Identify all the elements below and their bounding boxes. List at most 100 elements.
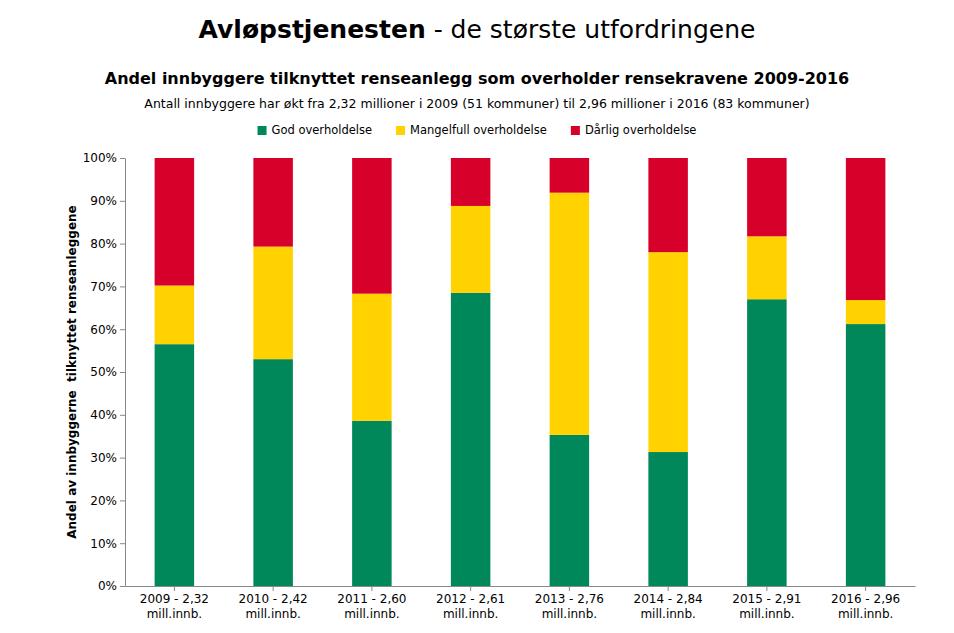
bar-segment — [352, 421, 392, 586]
y-tick-mark — [120, 329, 125, 330]
x-tick-mark — [273, 586, 274, 591]
x-tick-label: 2013 - 2,76mill.innb. — [535, 592, 604, 621]
x-tick-label-line: mill.innb. — [838, 607, 893, 621]
x-tick-label-line: 2016 - 2,96 — [831, 592, 900, 606]
y-axis-line — [125, 159, 126, 587]
y-tick: 0% — [98, 579, 125, 593]
legend-label: God overholdelse — [272, 123, 373, 137]
x-tick-label-line: 2010 - 2,42 — [239, 592, 308, 606]
legend-item: Dårlig overholdelse — [571, 123, 697, 137]
page-title-bold: Avløpstjenesten — [199, 15, 426, 44]
bar-segment — [253, 359, 293, 586]
page-title: Avløpstjenesten - de største utfordringe… — [199, 15, 756, 44]
x-tick-label-line: 2014 - 2,84 — [634, 592, 703, 606]
x-tick: 2016 - 2,96mill.innb. — [831, 586, 900, 621]
bar-segment — [451, 293, 491, 586]
x-tick-label: 2009 - 2,32mill.innb. — [140, 592, 209, 621]
x-tick-label-line: 2011 - 2,60 — [337, 592, 406, 606]
x-tick-label-line: mill.innb. — [344, 607, 399, 621]
y-tick-label: 30% — [90, 451, 117, 465]
bar-segment — [550, 193, 590, 435]
x-tick-mark — [668, 586, 669, 591]
x-tick: 2009 - 2,32mill.innb. — [140, 586, 209, 621]
y-tick-label: 20% — [90, 494, 117, 508]
x-tick: 2013 - 2,76mill.innb. — [535, 586, 604, 621]
y-tick: 30% — [90, 451, 125, 465]
x-tick-label: 2012 - 2,61mill.innb. — [436, 592, 505, 621]
x-tick-label-line: mill.innb. — [739, 607, 794, 621]
bar-segment — [155, 286, 195, 345]
x-tick-label: 2014 - 2,84mill.innb. — [634, 592, 703, 621]
x-tick-label-line: mill.innb. — [542, 607, 597, 621]
x-tick-label-line: 2009 - 2,32 — [140, 592, 209, 606]
x-tick-label-line: mill.innb. — [147, 607, 202, 621]
x-tick: 2015 - 2,91mill.innb. — [732, 586, 801, 621]
x-tick-label-line: 2013 - 2,76 — [535, 592, 604, 606]
x-tick-label-line: 2012 - 2,61 — [436, 592, 505, 606]
legend-item: Mangelfull overholdelse — [396, 123, 547, 137]
bar-segment — [253, 247, 293, 360]
y-tick-label: 80% — [90, 237, 117, 251]
x-tick-label-line: 2015 - 2,91 — [732, 592, 801, 606]
y-tick-label: 10% — [90, 537, 117, 551]
bar-segment — [550, 435, 590, 586]
x-tick-mark — [371, 586, 372, 591]
y-tick-label: 90% — [90, 194, 117, 208]
y-tick-label: 100% — [83, 151, 117, 165]
bar-segment — [747, 236, 787, 299]
bar-segment — [648, 158, 688, 252]
y-tick-mark — [120, 458, 125, 459]
y-tick: 100% — [83, 151, 125, 165]
bar-segment — [550, 158, 590, 193]
bar-segment — [846, 300, 886, 324]
subtitle: Antall innbyggere har økt fra 2,32 milli… — [144, 96, 809, 111]
legend-label: Dårlig overholdelse — [585, 123, 697, 137]
bar-segment — [451, 158, 491, 206]
bar-segment — [648, 252, 688, 452]
y-tick-label: 40% — [90, 408, 117, 422]
y-tick: 60% — [90, 323, 125, 337]
x-axis-line — [126, 586, 916, 587]
bar-segment — [846, 158, 886, 300]
y-axis: 0% 10% 20% 30% 40% 50% 60% 70% 80% 90% 100% — [83, 151, 126, 593]
x-tick-label: 2016 - 2,96mill.innb. — [831, 592, 900, 621]
bar-segment — [352, 158, 392, 294]
chart: Avløpstjenesten - de største utfordringe… — [0, 0, 954, 633]
y-tick: 80% — [90, 237, 125, 251]
bar-segment — [155, 344, 195, 586]
y-tick: 50% — [90, 365, 125, 379]
x-tick-mark — [470, 586, 471, 591]
bar-segment — [352, 294, 392, 421]
bar-segment — [451, 206, 491, 293]
x-tick-label-line: mill.innb. — [245, 607, 300, 621]
bar-segment — [747, 299, 787, 586]
legend-label: Mangelfull overholdelse — [410, 123, 547, 137]
x-axis: 2009 - 2,32mill.innb.2010 - 2,42mill.inn… — [126, 586, 916, 621]
y-tick-mark — [120, 543, 125, 544]
x-tick-label: 2010 - 2,42mill.innb. — [239, 592, 308, 621]
legend-swatch — [396, 126, 405, 135]
x-tick-label: 2015 - 2,91mill.innb. — [732, 592, 801, 621]
x-tick: 2010 - 2,42mill.innb. — [239, 586, 308, 621]
y-tick: 10% — [90, 537, 125, 551]
page-title-rest: - de største utfordringene — [426, 15, 756, 44]
x-tick-label: 2011 - 2,60mill.innb. — [337, 592, 406, 621]
y-tick: 40% — [90, 408, 125, 422]
x-tick-label-line: mill.innb. — [443, 607, 498, 621]
y-tick-mark — [120, 158, 125, 159]
x-tick-mark — [865, 586, 866, 591]
x-tick-mark — [766, 586, 767, 591]
legend: God overholdelse Mangelfull overholdelse D… — [258, 123, 697, 137]
y-tick-label: 0% — [98, 579, 117, 593]
x-tick-mark — [569, 586, 570, 591]
y-tick-mark — [120, 500, 125, 501]
y-tick: 70% — [90, 280, 125, 294]
y-tick-mark — [120, 415, 125, 416]
y-tick-mark — [120, 244, 125, 245]
legend-swatch — [571, 126, 580, 135]
legend-swatch — [258, 126, 267, 135]
y-tick-mark — [120, 201, 125, 202]
x-tick: 2011 - 2,60mill.innb. — [337, 586, 406, 621]
bar-segment — [155, 158, 195, 286]
y-tick-label: 50% — [90, 365, 117, 379]
